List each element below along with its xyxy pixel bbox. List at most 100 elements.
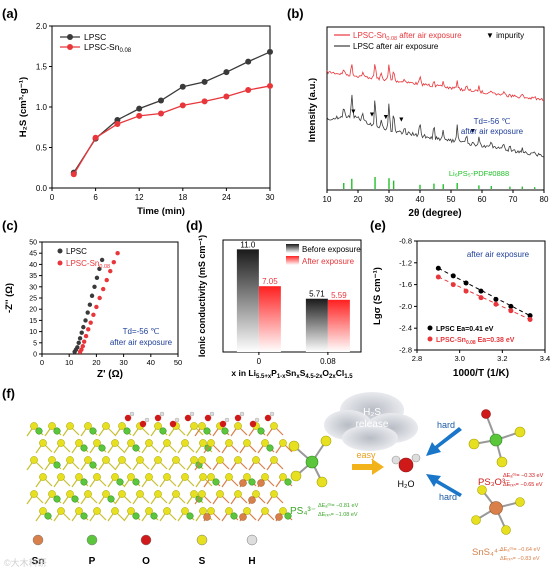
a-point-0 [201,78,208,85]
a-point-0 [267,48,273,55]
c-point-1 [97,295,102,301]
atom-legend: Sn P O S H [32,534,258,567]
crystal-s-atom [93,473,101,481]
c-xtick-label: 20 [92,358,100,367]
c-point-0 [83,318,88,323]
a-ytick-label: 1.0 [36,103,48,112]
crystal-s-atom [75,439,83,447]
a-point-1 [92,134,99,141]
crystal-p-atom [35,427,43,435]
easy-arrow [352,459,384,475]
ps3o-eads: ΔEₐᵈˢ= −0.33 eV [503,472,544,479]
panel-b-impurity-legend: ▼ impurity [486,31,524,40]
panel-c-exposure-note: after air exposure [110,338,173,347]
a-xtick-label: 24 [222,193,231,202]
panel-a-legend-lpscsn: LPSC-Sn0.08 [84,42,132,54]
c-ytick-label: 50 [29,240,37,247]
crystal-s-atom [216,490,224,498]
crystal-p-atom [186,512,194,520]
c-ytick-label: 20 [29,307,37,314]
crystal-p-atom [266,444,274,452]
c-xtick-label: 0 [40,358,44,367]
crystal-o-atom [204,414,212,422]
legend-after-swatch [286,256,299,265]
atom-legend-sn: Sn [32,556,45,567]
e-point-0 [478,288,484,294]
crystal-s-atom [127,473,135,481]
panel-b-legend-black: LPSC after air exposure [353,42,439,51]
crystal-sn-atom [248,496,256,504]
b-black-pattern [326,94,545,158]
panel-d-legend-before: Before exposure [302,245,361,254]
crystal-s-atom [127,507,135,515]
e-xtick-label: 2.8 [412,354,422,363]
c-point-1 [104,277,109,283]
crystal-h-atom [174,417,180,423]
crystal-s-atom [111,439,119,447]
crystal-s-atom [181,473,189,481]
crystal-s-atom [279,507,287,515]
a-point-1 [201,98,208,105]
crystal-s-atom [102,422,110,430]
crystal-s-atom [181,439,189,447]
easy-label: easy [356,450,376,460]
crystal-1 [26,422,125,522]
crystal-s-atom [39,439,47,447]
crystal-s-atom [102,490,110,498]
c-ytick-label: 5 [33,340,37,347]
sns4-molecule [471,485,525,535]
a-xtick-label: 6 [93,193,98,202]
crystal-s-atom [39,507,47,515]
crystal-p-atom [123,427,131,435]
crystal-s-atom [66,456,74,464]
crystal-s-atom [118,422,126,430]
d-bar-0 [236,249,259,352]
a-ytick-label: 1.5 [36,63,48,72]
hard-label-top: hard [437,420,455,430]
crystal-s-atom [198,490,206,498]
c-ytick-label: 35 [29,273,37,280]
atom-legend-h: H [248,556,255,567]
crystal-s-atom [172,490,180,498]
panel-b-xlabel: 2θ (degree) [408,208,461,219]
crystal-s-atom [190,490,198,498]
crystal-p-atom [89,427,97,435]
b-xtick-label: 50 [447,195,456,204]
crystal-p-atom [71,495,79,503]
d-bar-1 [327,299,350,352]
panel-a-legend-lpsc: LPSC [84,32,106,42]
c-xtick-label: 40 [147,358,155,367]
c-point-0 [79,330,84,335]
crystal-p-atom [44,512,52,520]
panel-b-ref-label: Li₆PS₅-PDF#0888 [449,169,509,178]
c-point-1 [79,347,84,352]
c-point-0 [75,345,80,350]
crystal-p-atom [80,444,88,452]
b-impurity-marker: ▼ [469,128,476,135]
c-point-0 [94,275,100,281]
crystal-o-atom [154,414,162,422]
crystal-s-atom [39,473,47,481]
crystal-o-atom [184,414,192,422]
panel-c-legend-lpsc: LPSC [66,247,87,256]
e-point-0 [493,296,499,302]
a-point-0 [179,83,186,90]
legend-lpsc-marker [67,34,73,40]
crystal-p-atom [98,444,106,452]
crystal-s-atom [145,473,153,481]
crystal-s-atom [93,439,101,447]
a-xtick-label: 30 [266,193,275,202]
panel-d-ylabel: Ionic conductivity (mS cm⁻¹) [197,235,207,357]
a-ytick-label: 0.5 [36,144,48,153]
c-point-0 [76,340,81,345]
crystal-s-atom [207,473,215,481]
e-ytick-label: -2.0 [399,302,412,311]
d-bar-1 [258,286,281,352]
panel-e-frame [416,240,546,351]
cloud-release: release [356,419,389,430]
sns4-eads: ΔEₐᵈˢ= −0.64 eV [500,546,541,553]
crystal-s-atom [261,507,269,515]
crystal-s-atom [252,490,260,498]
crystal-structures [26,411,293,522]
